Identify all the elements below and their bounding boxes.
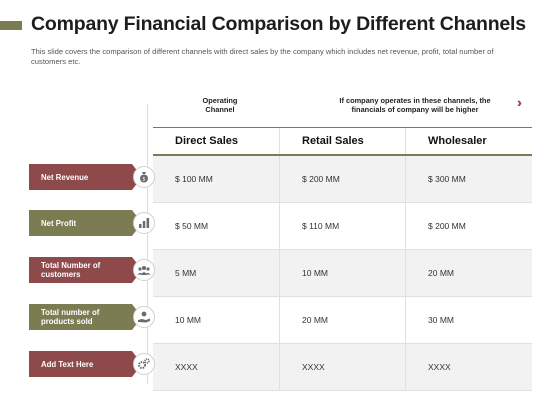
table-cell: XXXX <box>405 344 532 390</box>
money-bag-icon: $ <box>133 166 155 188</box>
table-cell: 20 MM <box>279 297 405 343</box>
table-cell: $ 110 MM <box>279 203 405 249</box>
table-cell: $ 300 MM <box>405 156 532 202</box>
operating-channel-label: Operating Channel <box>202 96 238 114</box>
divider-line <box>147 104 148 384</box>
table-header: Direct Sales Retail Sales Wholesaler <box>153 127 532 156</box>
comparison-table: Direct Sales Retail Sales Wholesaler $ 1… <box>153 127 532 391</box>
table-row: XXXX XXXX XXXX <box>153 344 532 391</box>
row-label-net-revenue: Net Revenue <box>29 164 132 190</box>
table-cell: 10 MM <box>175 315 201 325</box>
page-title: Company Financial Comparison by Differen… <box>31 13 526 35</box>
table-row: $ 100 MM $ 200 MM $ 300 MM <box>153 156 532 203</box>
page-subtitle: This slide covers the comparison of diff… <box>31 47 494 66</box>
table-cell: $ 100 MM <box>175 174 213 184</box>
table-cell: XXXX <box>175 362 198 372</box>
table-row: $ 50 MM $ 110 MM $ 200 MM <box>153 203 532 250</box>
bar-chart-icon <box>133 212 155 234</box>
table-row: 10 MM 20 MM 30 MM <box>153 297 532 344</box>
table-cell: 30 MM <box>405 297 532 343</box>
row-label-add-text: Add Text Here <box>29 351 132 377</box>
people-group-icon <box>133 259 155 281</box>
table-cell: XXXX <box>279 344 405 390</box>
svg-text:$: $ <box>142 177 145 183</box>
double-chevron-right-icon: ››› <box>517 95 522 110</box>
column-header-wholesaler: Wholesaler <box>405 128 532 154</box>
table-cell: 10 MM <box>279 250 405 296</box>
title-accent-bar <box>0 21 22 30</box>
table-cell: $ 200 MM <box>405 203 532 249</box>
table-cell: $ 200 MM <box>279 156 405 202</box>
table-row: 5 MM 10 MM 20 MM <box>153 250 532 297</box>
table-cell: 20 MM <box>405 250 532 296</box>
column-header-retail-sales: Retail Sales <box>279 128 405 154</box>
row-label-products-sold: Total number of products sold <box>29 304 132 330</box>
row-label-net-profit: Net Profit <box>29 210 132 236</box>
column-header-direct-sales: Direct Sales <box>175 135 238 147</box>
hand-coin-icon <box>133 306 155 328</box>
table-cell: $ 50 MM <box>175 221 209 231</box>
channel-note: If company operates in these channels, t… <box>339 96 491 114</box>
gears-icon <box>133 353 155 375</box>
row-label-total-customers: Total Number of customers <box>29 257 132 283</box>
table-cell: 5 MM <box>175 268 197 278</box>
